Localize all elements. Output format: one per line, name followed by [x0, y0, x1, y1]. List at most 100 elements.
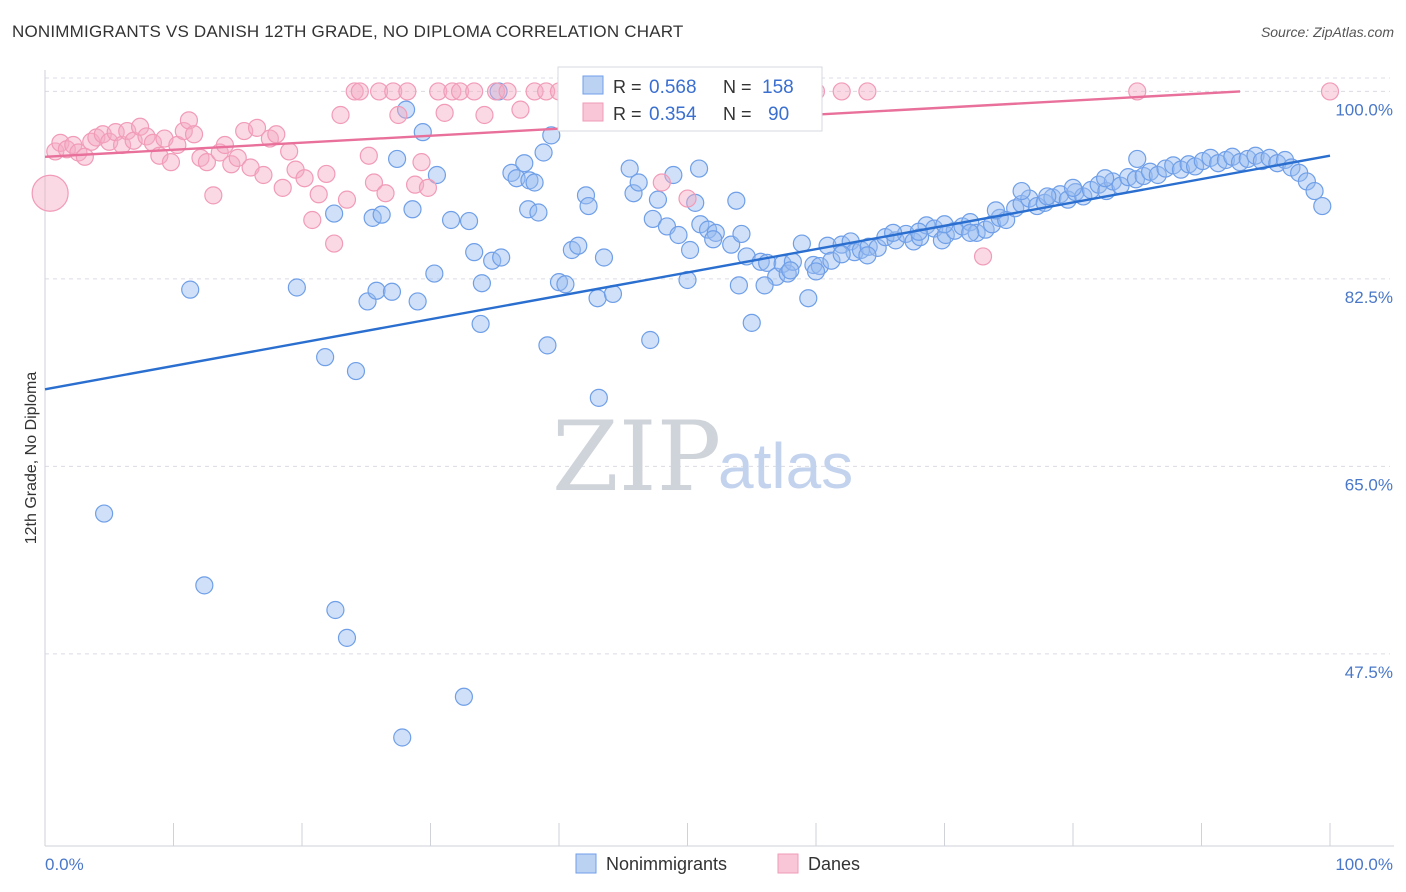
series-nonimmigrants	[95, 82, 1332, 747]
point-danes	[537, 82, 556, 101]
point-danes	[652, 173, 671, 192]
point-danes	[1320, 82, 1340, 101]
point-nonimmigrants	[729, 276, 749, 295]
point-danes	[174, 121, 193, 141]
point-nonimmigrants	[641, 330, 660, 350]
series-legend: Nonimmigrants Danes	[575, 853, 860, 874]
legend-r-label-1: R =	[613, 77, 642, 97]
point-nonimmigrants	[588, 289, 607, 308]
legend-r-label-2: R =	[613, 104, 642, 124]
point-nonimmigrants	[325, 204, 344, 223]
point-danes	[273, 178, 292, 197]
point-danes	[325, 234, 344, 253]
point-nonimmigrants	[799, 289, 818, 308]
point-danes	[475, 105, 494, 125]
point-nonimmigrants	[742, 313, 761, 332]
axes	[44, 70, 1394, 847]
series-legend-label-danes: Danes	[808, 854, 860, 874]
point-nonimmigrants	[576, 186, 596, 205]
y-tick-label: 47.5%	[1345, 663, 1393, 682]
point-nonimmigrants	[367, 281, 386, 300]
legend-n-label-2: N =	[723, 104, 752, 124]
point-danes	[435, 103, 454, 122]
point-danes	[303, 210, 322, 230]
y-axis-label: 12th Grade, No Diploma	[23, 372, 40, 545]
point-danes	[179, 111, 199, 130]
point-danes	[973, 247, 993, 266]
point-nonimmigrants	[519, 200, 538, 219]
x-tick-label-min: 0.0%	[45, 855, 84, 874]
point-nonimmigrants	[858, 246, 877, 265]
point-danes	[184, 125, 204, 144]
point-danes	[359, 146, 378, 165]
watermark-atlas: atlas	[718, 430, 853, 502]
legend-n-value-1: 158	[762, 77, 794, 98]
watermark-zip: ZIP	[552, 401, 721, 513]
point-nonimmigrants	[781, 261, 800, 280]
y-tick-label: 82.5%	[1345, 288, 1393, 307]
point-danes	[331, 105, 350, 125]
point-nonimmigrants	[492, 248, 511, 267]
point-danes	[832, 82, 851, 101]
point-nonimmigrants	[569, 236, 588, 255]
point-danes	[267, 125, 286, 144]
point-nonimmigrants	[1096, 169, 1115, 188]
point-danes	[337, 190, 357, 209]
point-nonimmigrants	[778, 264, 797, 283]
point-nonimmigrants	[393, 728, 412, 747]
point-danes	[443, 82, 462, 101]
point-nonimmigrants	[704, 230, 723, 249]
point-nonimmigrants	[403, 200, 422, 219]
trend-line-nonimmigrants	[44, 154, 1331, 391]
point-danes	[678, 189, 697, 208]
point-nonimmigrants	[413, 123, 432, 142]
chart-title: NONIMMIGRANTS VS DANISH 12TH GRADE, NO D…	[12, 22, 684, 41]
point-nonimmigrants	[648, 190, 668, 209]
point-danes	[204, 186, 223, 205]
source-credit: Source: ZipAtlas.com	[1260, 24, 1394, 40]
point-danes	[215, 135, 234, 155]
legend-n-label-1: N =	[723, 77, 752, 97]
point-danes	[450, 82, 470, 101]
point-nonimmigrants	[472, 274, 491, 293]
point-nonimmigrants	[515, 154, 534, 173]
series-legend-label-nonimmigrants: Nonimmigrants	[606, 854, 727, 874]
point-nonimmigrants	[556, 275, 575, 294]
point-nonimmigrants	[459, 211, 479, 231]
point-nonimmigrants	[732, 224, 751, 244]
point-danes	[130, 117, 150, 136]
point-danes	[364, 173, 384, 192]
point-danes	[75, 147, 94, 166]
point-nonimmigrants	[471, 314, 490, 334]
point-nonimmigrants	[95, 504, 114, 523]
point-danes	[309, 185, 328, 204]
point-nonimmigrants	[181, 280, 200, 299]
point-danes	[161, 153, 181, 172]
point-nonimmigrants	[454, 687, 474, 706]
point-nonimmigrants	[1305, 181, 1324, 201]
legend-r-value-1: 0.568	[649, 77, 697, 98]
point-nonimmigrants	[669, 225, 688, 245]
point-nonimmigrants	[755, 276, 774, 295]
legend-swatch-blue	[582, 75, 604, 95]
point-nonimmigrants	[287, 278, 306, 297]
point-nonimmigrants	[620, 159, 639, 178]
point-nonimmigrants	[643, 209, 662, 229]
point-danes	[197, 153, 217, 172]
point-nonimmigrants	[387, 149, 407, 169]
correlation-legend: R = 0.568 N = 158 R = 0.354 N = 90	[557, 66, 823, 132]
point-nonimmigrants	[346, 361, 366, 381]
y-tick-label: 65.0%	[1345, 475, 1393, 494]
legend-r-value-2: 0.354	[649, 104, 697, 125]
point-nonimmigrants	[1012, 181, 1031, 201]
point-danes	[376, 184, 395, 203]
point-danes	[228, 148, 247, 167]
point-nonimmigrants	[594, 248, 614, 267]
point-danes	[384, 82, 403, 101]
point-nonimmigrants	[427, 165, 447, 185]
point-nonimmigrants	[1038, 187, 1057, 206]
point-danes	[511, 100, 530, 119]
point-nonimmigrants	[408, 292, 427, 311]
point-nonimmigrants	[589, 388, 608, 407]
